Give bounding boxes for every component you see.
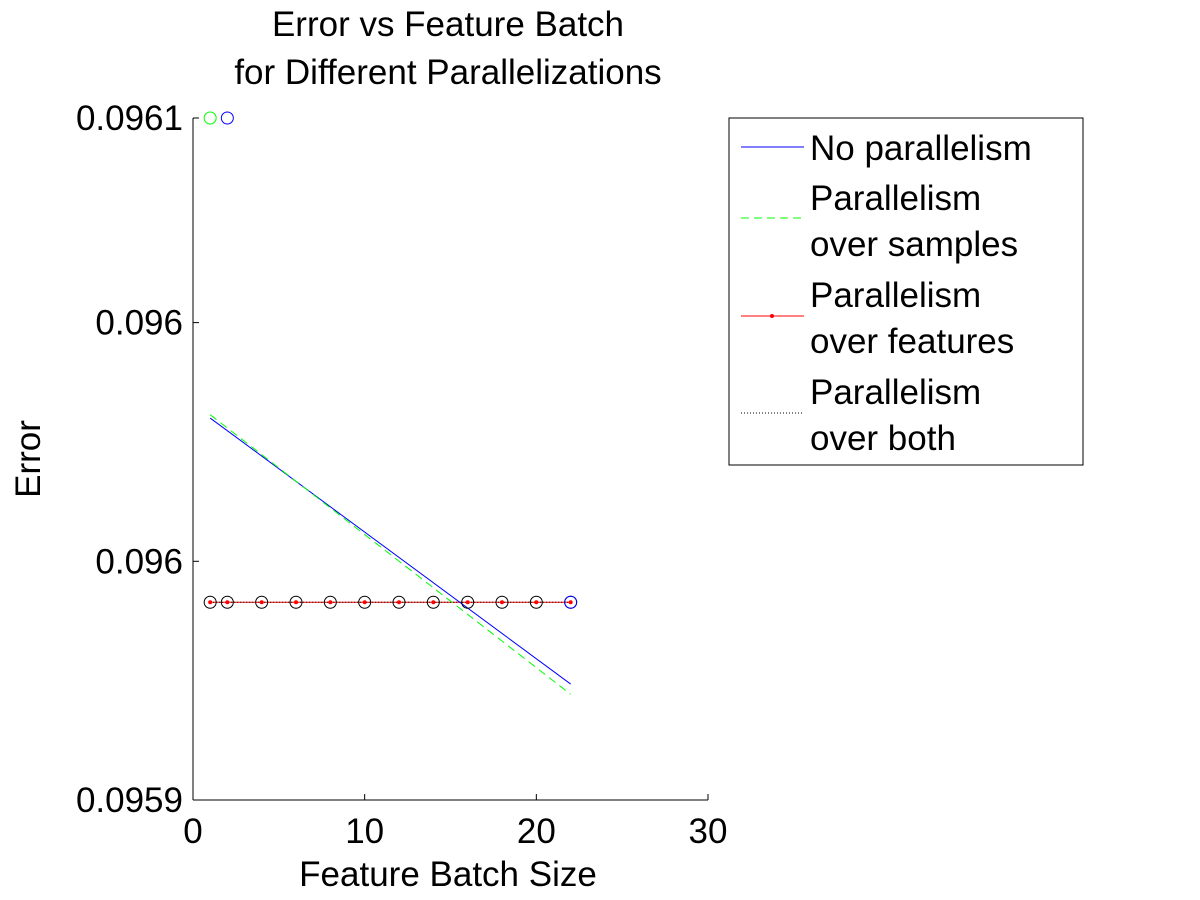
data-point-over-both — [203, 595, 217, 609]
data-point-over-both — [529, 595, 543, 609]
data-point-over-both — [495, 595, 509, 609]
legend-label: Parallelism — [810, 276, 981, 315]
data-point-over-samples — [203, 111, 217, 125]
data-point-over-features — [500, 600, 504, 605]
data-point-over-features — [208, 600, 213, 605]
plot-area — [203, 111, 578, 695]
data-point-over-features — [328, 600, 333, 605]
data-point-over-features — [362, 600, 367, 605]
data-point-no-parallelism — [564, 595, 578, 609]
legend-label: over features — [810, 322, 1014, 361]
data-point-over-both — [358, 595, 372, 609]
y-tick-label: 0.0961 — [76, 99, 183, 138]
legend-box — [728, 117, 1084, 466]
data-point-over-features — [534, 600, 539, 605]
legend-label: Parallelism — [810, 179, 981, 218]
legend-label: over both — [810, 419, 956, 458]
series-line-no-parallelism — [209, 417, 571, 685]
legend-label: over samples — [810, 225, 1018, 264]
data-point-over-features — [397, 600, 401, 605]
x-tick-label: 20 — [517, 812, 556, 851]
y-axis-label: Error — [9, 420, 48, 498]
x-axis-label: Feature Batch Size — [299, 855, 597, 894]
data-point-over-features — [225, 600, 230, 605]
data-point-over-both — [220, 595, 234, 609]
legend-label: No parallelism — [810, 129, 1032, 168]
data-point-no-parallelism — [220, 111, 234, 125]
data-point-over-both — [392, 595, 406, 609]
data-point-over-features — [465, 600, 470, 605]
data-point-over-features — [431, 600, 436, 605]
x-tick-label: 30 — [689, 812, 728, 851]
legend: No parallelism Parallelism over samples Par… — [728, 117, 1084, 466]
chart-title: Error vs Feature Batch for Different Para… — [234, 5, 661, 92]
legend-label: Parallelism — [810, 373, 981, 412]
data-point-over-features — [568, 600, 573, 605]
x-tick-label: 0 — [183, 812, 202, 851]
x-tick-label: 10 — [345, 812, 384, 851]
chart-title-line: for Different Parallelizations — [234, 53, 661, 92]
y-tick-label: 0.096 — [95, 542, 183, 581]
data-point-over-both — [461, 595, 475, 609]
data-point-over-both — [289, 595, 303, 609]
data-point-over-features — [294, 600, 298, 605]
data-point-over-both — [255, 595, 269, 609]
chart-title-line: Error vs Feature Batch — [272, 5, 624, 44]
legend-sample-marker — [770, 314, 774, 318]
data-point-over-both — [323, 595, 337, 609]
y-tick-label: 0.0959 — [76, 781, 183, 820]
series-line-over-samples — [209, 414, 571, 695]
y-tick-label: 0.096 — [95, 304, 183, 343]
data-point-over-both — [426, 595, 440, 609]
axes: 0 10 20 30 0.0959 0.096 0.096 0.0961 Feature Bat… — [9, 99, 727, 894]
data-point-over-features — [259, 600, 264, 605]
